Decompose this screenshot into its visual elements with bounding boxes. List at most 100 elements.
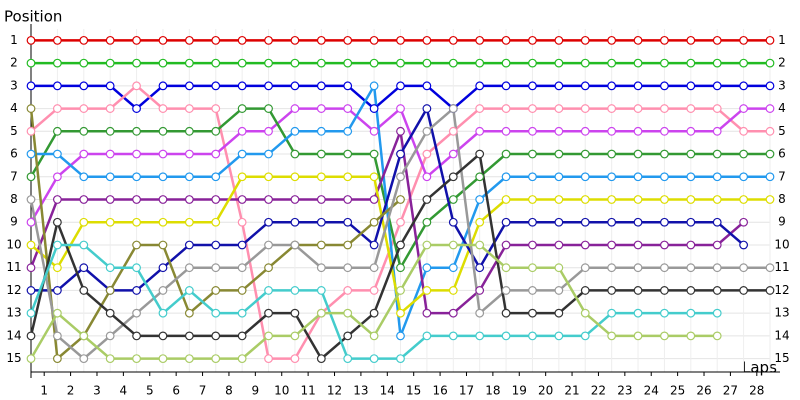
position-marker — [184, 308, 194, 318]
position-marker — [105, 263, 115, 273]
position-marker — [369, 149, 379, 159]
position-marker — [554, 195, 564, 204]
position-marker — [554, 104, 564, 113]
position-marker — [580, 58, 590, 68]
position-marker — [580, 286, 590, 295]
position-marker — [475, 172, 485, 182]
y-axis-title: Position — [4, 8, 62, 26]
x-tick-label: 26 — [696, 384, 711, 398]
position-marker — [343, 354, 353, 364]
position-marker — [686, 35, 696, 45]
position-marker — [448, 58, 458, 68]
position-marker — [26, 308, 36, 318]
position-marker — [79, 81, 89, 91]
position-marker — [528, 331, 537, 341]
position-marker — [264, 308, 273, 318]
position-marker — [633, 35, 643, 45]
position-marker — [607, 81, 617, 91]
position-marker — [448, 149, 458, 159]
position-marker — [475, 81, 485, 91]
position-marker — [184, 81, 194, 91]
position-marker — [316, 286, 326, 295]
position-marker — [501, 35, 511, 45]
position-marker — [660, 286, 669, 295]
position-marker — [528, 81, 537, 91]
position-marker — [765, 126, 775, 136]
position-marker — [396, 35, 405, 45]
position-marker — [52, 308, 62, 318]
position-marker — [158, 240, 168, 250]
position-marker — [528, 172, 537, 182]
position-marker — [686, 149, 696, 159]
position-marker — [343, 263, 353, 273]
position-marker — [343, 240, 353, 250]
position-marker — [396, 81, 405, 91]
position-marker — [105, 286, 115, 295]
position-marker — [369, 308, 379, 318]
position-marker — [633, 126, 643, 136]
position-marker — [712, 286, 722, 295]
position-marker — [158, 35, 168, 45]
position-marker — [158, 81, 168, 91]
position-marker — [343, 126, 353, 136]
position-marker — [343, 149, 353, 159]
position-marker — [739, 126, 749, 136]
y-tick-label-right: 10 — [774, 237, 789, 251]
position-marker — [52, 331, 62, 341]
position-marker — [633, 331, 643, 341]
position-marker — [686, 308, 696, 318]
position-marker — [475, 308, 485, 318]
position-marker — [369, 354, 379, 364]
position-marker — [237, 81, 247, 91]
position-marker — [237, 149, 247, 159]
position-marker — [660, 126, 669, 136]
position-marker — [607, 35, 617, 45]
position-marker — [184, 149, 194, 159]
position-marker — [396, 286, 405, 295]
position-marker — [739, 240, 749, 250]
position-marker — [264, 172, 273, 182]
position-marker — [712, 35, 722, 45]
position-marker — [396, 58, 405, 68]
position-marker — [79, 172, 89, 182]
position-marker — [343, 308, 353, 318]
position-marker — [660, 240, 669, 250]
position-marker — [422, 240, 432, 250]
position-marker — [52, 126, 62, 136]
position-marker — [607, 195, 617, 204]
position-marker — [105, 149, 115, 159]
position-marker — [105, 195, 115, 204]
position-marker — [448, 195, 458, 204]
position-marker — [158, 195, 168, 204]
position-marker — [660, 104, 669, 113]
position-marker — [422, 104, 432, 113]
position-marker — [739, 81, 749, 91]
position-marker — [739, 217, 749, 227]
position-marker — [765, 81, 775, 91]
position-marker — [26, 240, 36, 250]
position-marker — [369, 286, 379, 295]
position-marker — [343, 172, 353, 182]
series-line — [29, 126, 745, 315]
position-marker — [264, 286, 273, 295]
x-tick-label: 9 — [252, 384, 260, 398]
position-marker — [105, 217, 115, 227]
position-marker — [184, 104, 194, 113]
position-marker — [237, 331, 247, 341]
y-tick-label: 11 — [6, 260, 21, 274]
y-tick-label-right: 15 — [774, 351, 789, 365]
x-axis-title: Laps — [742, 359, 777, 377]
position-marker — [237, 104, 247, 113]
position-marker — [422, 149, 432, 159]
y-tick-label-right: 12 — [774, 283, 789, 297]
position-marker — [554, 331, 564, 341]
position-marker — [686, 286, 696, 295]
position-marker — [264, 81, 273, 91]
position-marker — [316, 240, 326, 250]
position-marker — [211, 217, 221, 227]
position-marker — [607, 308, 617, 318]
position-marker — [211, 354, 221, 364]
position-marker — [396, 263, 405, 273]
position-marker — [580, 263, 590, 273]
position-marker — [739, 104, 749, 113]
